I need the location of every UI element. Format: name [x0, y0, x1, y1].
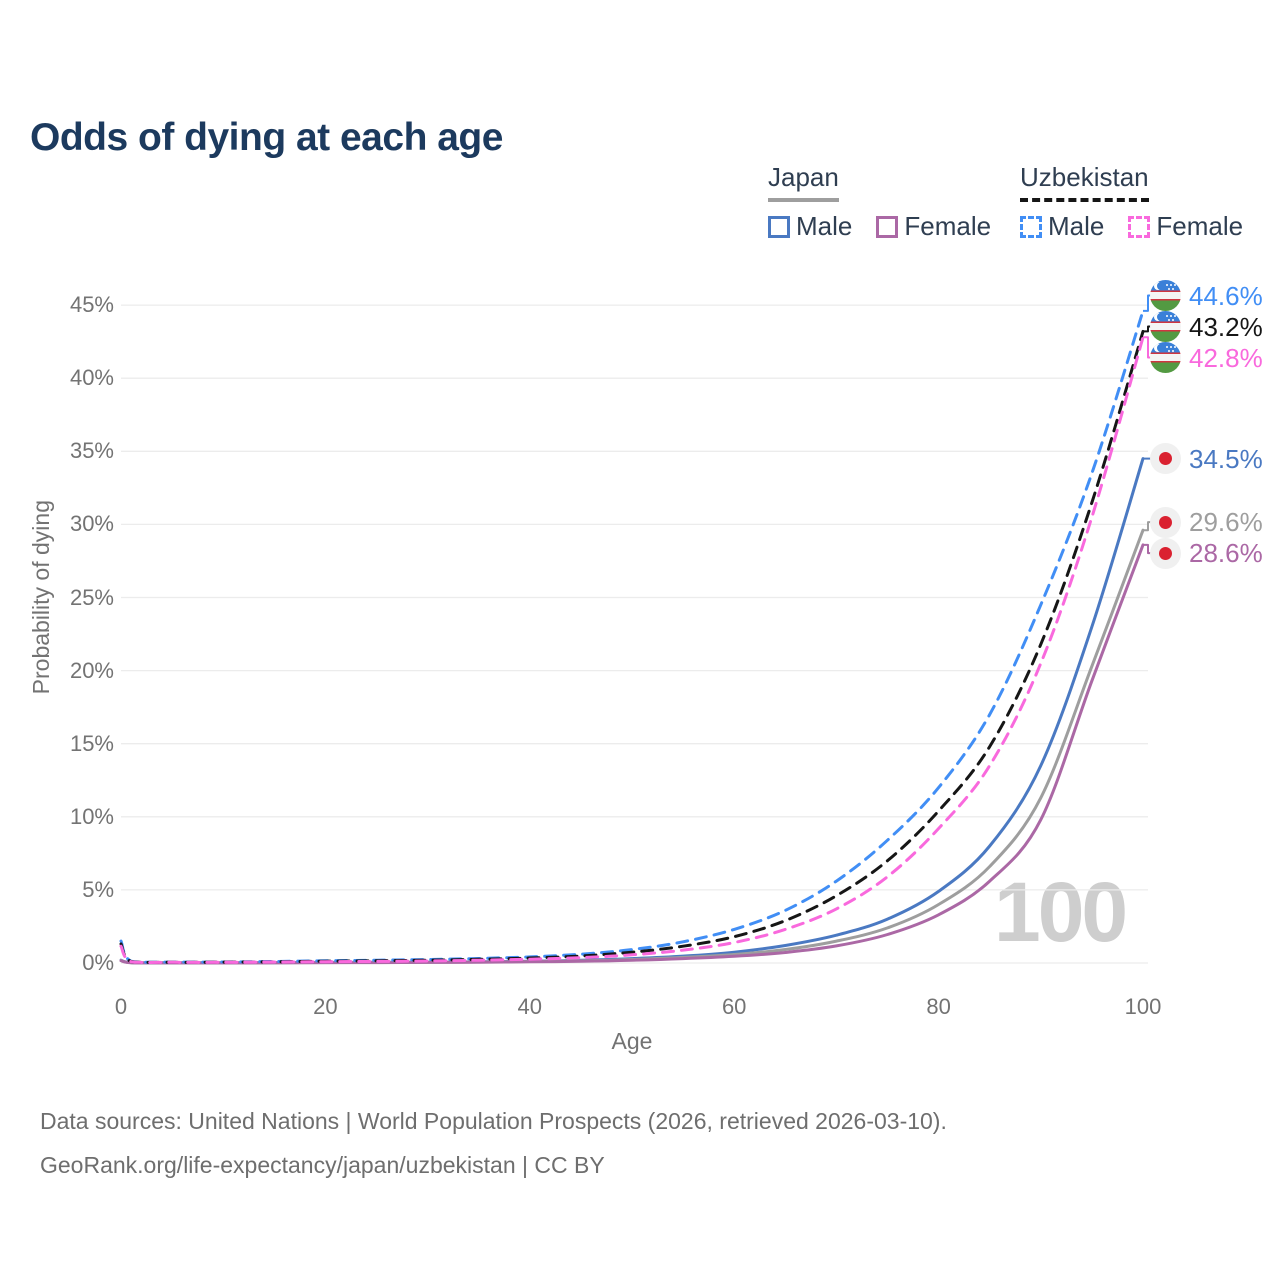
- y-tick-label: 0%: [82, 950, 114, 975]
- japan-male-line-swatch: [768, 215, 790, 238]
- series-line-japan: [119, 528, 1145, 965]
- x-tick-label: 0: [114, 994, 128, 1019]
- end-value-label: 28.6%: [1189, 538, 1263, 569]
- end-label-uzbekistan-female: 42.8%: [1150, 341, 1263, 375]
- end-label-uzbekistan-male: 44.6%: [1150, 279, 1263, 313]
- x-axis-title: Age: [611, 1028, 653, 1054]
- legend-japan-title: Japan: [768, 162, 839, 202]
- uzbekistan-flag-icon: [1150, 280, 1181, 312]
- series-line-uzbekistan-male: [119, 309, 1145, 964]
- attribution-line: GeoRank.org/life-expectancy/japan/uzbeki…: [40, 1152, 605, 1178]
- footer: Data sources: United Nations | World Pop…: [40, 1108, 947, 1196]
- legend-item-japan-male[interactable]: Male: [768, 211, 852, 242]
- x-tick-label: 80: [926, 994, 951, 1019]
- japan-flag-icon: [1150, 537, 1181, 569]
- end-label-uzbekistan: 43.2%: [1150, 310, 1263, 344]
- y-tick-label: 5%: [82, 876, 114, 902]
- y-tick-label: 30%: [69, 511, 114, 537]
- y-tick-label: 10%: [69, 803, 114, 829]
- uzbekistan-flag-stars: [1166, 284, 1168, 287]
- series-line-uzbekistan-female: [119, 335, 1145, 964]
- age-watermark: 100: [994, 865, 1128, 959]
- legend-item-label: Male: [1048, 211, 1105, 241]
- uzbekistan-flag-stars: [1166, 315, 1168, 318]
- series-line-japan-female: [119, 543, 1145, 965]
- legend-group-japan: Japan Male Female: [768, 162, 991, 242]
- legend-item-label: Female: [904, 211, 992, 241]
- uzbekistan-female-line-swatch: [1128, 215, 1151, 238]
- y-tick-label: 35%: [69, 438, 114, 464]
- legend-item-uzbekistan-male[interactable]: Male: [1020, 211, 1104, 242]
- y-tick-label: 25%: [69, 584, 114, 610]
- page-title: Odds of dying at each age: [30, 116, 503, 160]
- y-tick-label: 45%: [69, 292, 114, 318]
- legend-item-uzbekistan-female[interactable]: Female: [1128, 211, 1243, 242]
- uzbekistan-flag-stars: [1166, 346, 1168, 349]
- series-line-uzbekistan: [119, 329, 1145, 964]
- end-label-japan-male: 34.5%: [1150, 442, 1263, 476]
- legend-japan-items: Male Female: [768, 211, 991, 242]
- legend-uzbekistan-items: Male Female: [1020, 211, 1243, 242]
- uzbekistan-flag-icon: [1150, 311, 1181, 343]
- legend-item-label: Male: [796, 211, 853, 241]
- end-value-label: 42.8%: [1189, 342, 1263, 373]
- legend-item-japan-female[interactable]: Female: [876, 211, 991, 242]
- end-label-japan: 29.6%: [1150, 505, 1263, 539]
- x-tick-label: 40: [517, 994, 543, 1019]
- series-line-japan-male: [119, 457, 1145, 965]
- end-value-label: 44.6%: [1189, 280, 1263, 311]
- x-tick-label: 100: [1124, 994, 1162, 1019]
- end-label-japan-female: 28.6%: [1150, 536, 1263, 570]
- uzbekistan-male-line-swatch: [1020, 215, 1042, 238]
- uzbekistan-flag-icon: [1150, 342, 1181, 374]
- legend-group-uzbekistan: Uzbekistan Male Female: [1020, 162, 1243, 242]
- legend-uzbekistan-title: Uzbekistan: [1020, 162, 1149, 202]
- y-tick-label: 20%: [69, 657, 114, 683]
- y-tick-label: 15%: [69, 730, 114, 756]
- end-value-label: 43.2%: [1189, 311, 1263, 342]
- data-sources-line: Data sources: United Nations | World Pop…: [40, 1108, 947, 1134]
- x-tick-label: 20: [313, 994, 338, 1019]
- end-value-label: 29.6%: [1189, 507, 1263, 538]
- japan-flag-icon: [1150, 506, 1181, 538]
- end-value-label: 34.5%: [1189, 443, 1263, 474]
- y-tick-label: 40%: [69, 365, 114, 391]
- x-tick-label: 60: [721, 994, 747, 1019]
- japan-flag-icon: [1150, 443, 1181, 475]
- japan-female-line-swatch: [876, 215, 899, 238]
- legend-item-label: Female: [1156, 211, 1244, 241]
